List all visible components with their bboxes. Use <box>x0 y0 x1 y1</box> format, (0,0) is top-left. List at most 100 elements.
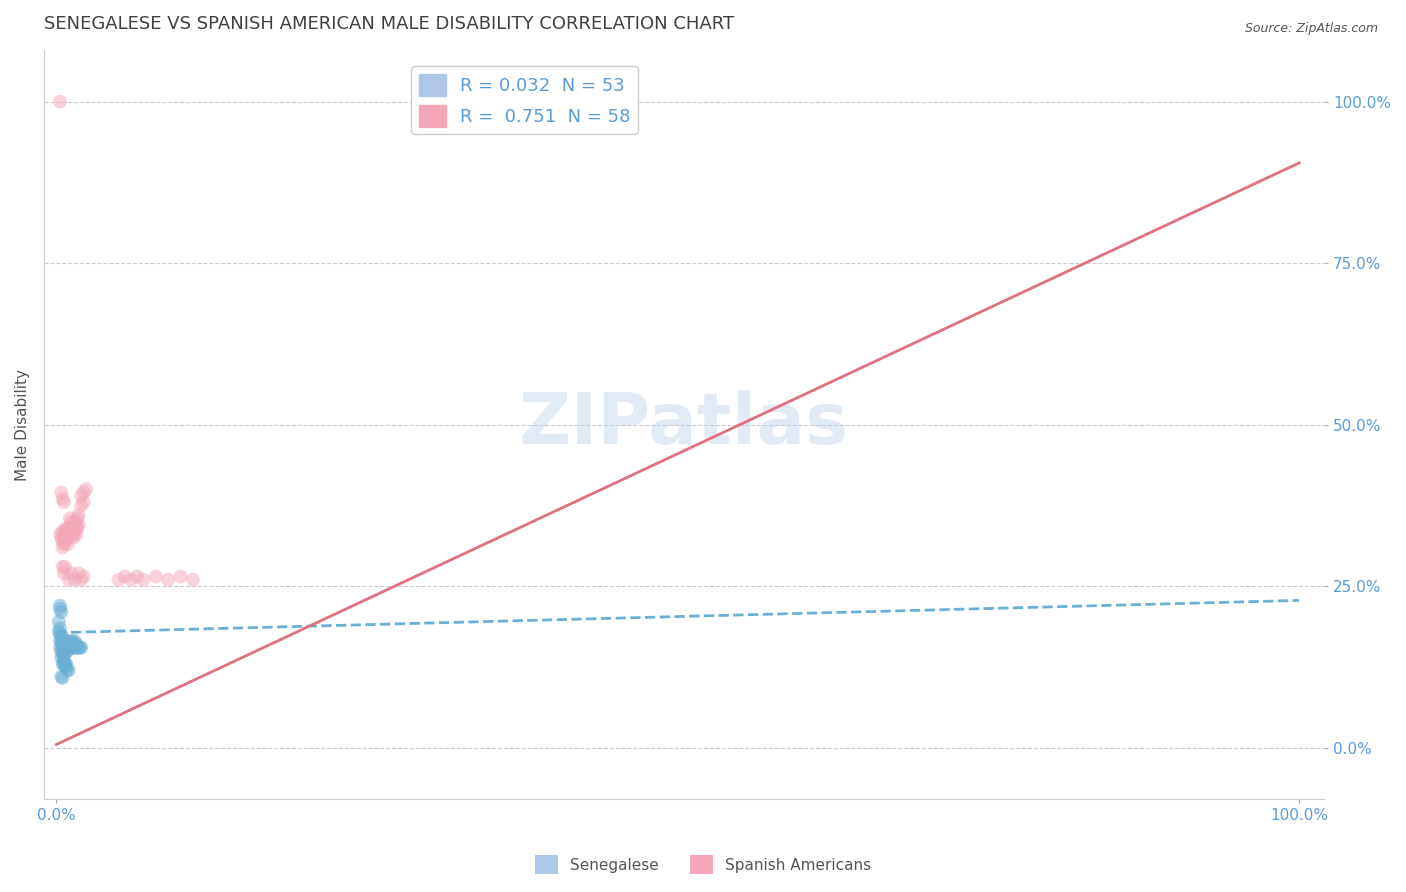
Point <box>53 524 76 539</box>
Point <box>66 511 89 525</box>
Point <box>62 637 84 651</box>
Point <box>59 640 82 655</box>
Point <box>67 566 90 581</box>
Point <box>63 634 86 648</box>
Point <box>49 602 72 616</box>
Y-axis label: Male Disability: Male Disability <box>15 368 30 481</box>
Point <box>51 524 73 539</box>
Point <box>58 663 80 677</box>
Point <box>65 517 87 532</box>
Point <box>127 569 149 583</box>
Point <box>67 508 90 522</box>
Point <box>49 640 72 655</box>
Point <box>62 527 84 541</box>
Point <box>52 566 75 581</box>
Legend: R = 0.032  N = 53, R =  0.751  N = 58: R = 0.032 N = 53, R = 0.751 N = 58 <box>412 66 638 134</box>
Point <box>145 569 167 583</box>
Point <box>73 485 96 500</box>
Point <box>70 489 93 503</box>
Point <box>51 644 73 658</box>
Point <box>58 573 80 587</box>
Point <box>53 647 76 661</box>
Point <box>56 537 79 551</box>
Point <box>65 640 87 655</box>
Point <box>51 533 73 548</box>
Point <box>51 637 73 651</box>
Point <box>53 533 76 548</box>
Point <box>55 657 77 671</box>
Point <box>49 634 72 648</box>
Point <box>51 605 73 619</box>
Point <box>63 640 86 655</box>
Point <box>65 637 87 651</box>
Point <box>67 640 90 655</box>
Point <box>62 531 84 545</box>
Point <box>67 517 90 532</box>
Point <box>66 640 89 655</box>
Point <box>51 631 73 645</box>
Point <box>52 647 75 661</box>
Point <box>60 515 83 529</box>
Point <box>51 670 73 684</box>
Point <box>53 559 76 574</box>
Point <box>56 663 79 677</box>
Point <box>157 573 180 587</box>
Text: Source: ZipAtlas.com: Source: ZipAtlas.com <box>1244 22 1378 36</box>
Point <box>52 657 75 671</box>
Point <box>51 628 73 642</box>
Point <box>52 531 75 545</box>
Point <box>53 657 76 671</box>
Point <box>55 634 77 648</box>
Point <box>70 499 93 513</box>
Point <box>53 640 76 655</box>
Point <box>49 95 72 109</box>
Point <box>52 640 75 655</box>
Point <box>69 640 91 655</box>
Point <box>48 615 70 629</box>
Point <box>58 531 80 545</box>
Point <box>51 559 73 574</box>
Point <box>52 653 75 667</box>
Point <box>60 524 83 539</box>
Point <box>51 640 73 655</box>
Point <box>62 634 84 648</box>
Point <box>55 640 77 655</box>
Point <box>58 640 80 655</box>
Point <box>51 647 73 661</box>
Point <box>114 569 136 583</box>
Point <box>55 531 77 545</box>
Text: ZIPatlas: ZIPatlas <box>519 390 849 459</box>
Point <box>49 621 72 635</box>
Point <box>73 495 96 509</box>
Point <box>52 537 75 551</box>
Point <box>107 573 129 587</box>
Point <box>51 650 73 665</box>
Point <box>60 637 83 651</box>
Point <box>60 566 83 581</box>
Point <box>51 531 73 545</box>
Point <box>73 569 96 583</box>
Point <box>60 640 83 655</box>
Point <box>51 485 73 500</box>
Legend: Senegalese, Spanish Americans: Senegalese, Spanish Americans <box>529 849 877 880</box>
Point <box>63 573 86 587</box>
Point <box>56 640 79 655</box>
Point <box>65 527 87 541</box>
Point <box>55 521 77 535</box>
Point <box>59 634 82 648</box>
Text: SENEGALESE VS SPANISH AMERICAN MALE DISABILITY CORRELATION CHART: SENEGALESE VS SPANISH AMERICAN MALE DISA… <box>44 15 734 33</box>
Point <box>120 573 142 587</box>
Point <box>51 657 73 671</box>
Point <box>51 634 73 648</box>
Point <box>49 599 72 613</box>
Point <box>70 573 93 587</box>
Point <box>56 644 79 658</box>
Point <box>63 524 86 539</box>
Point <box>66 521 89 535</box>
Point <box>70 640 93 655</box>
Point <box>58 521 80 535</box>
Point <box>62 524 84 539</box>
Point <box>59 511 82 525</box>
Point <box>132 573 155 587</box>
Point <box>49 527 72 541</box>
